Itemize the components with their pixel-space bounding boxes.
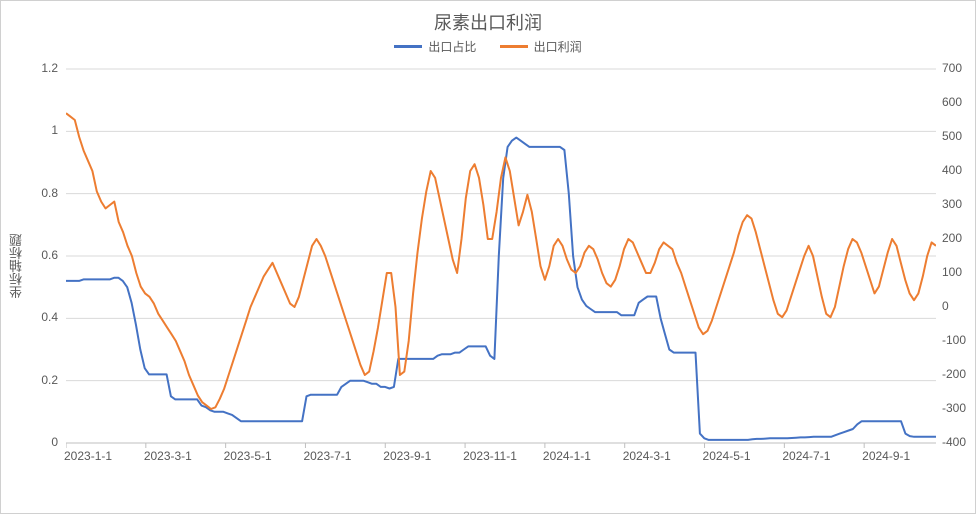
y-right-tick: -400 (942, 435, 966, 449)
legend-item-2: 出口利润 (500, 38, 582, 55)
y-left-tick: 0.6 (41, 248, 58, 262)
chart-container: 尿素出口利润 出口占比 出口利润 坐标轴标题 0 0.2 0.4 0.6 0.8 1 1.2… (0, 0, 976, 514)
y-right-tick: -100 (942, 333, 966, 347)
legend-swatch-2 (500, 45, 528, 48)
legend-swatch-1 (394, 45, 422, 48)
y-left-tick: 1.2 (41, 61, 58, 75)
y-right-tick: 400 (942, 163, 962, 177)
y-right-tick: 200 (942, 231, 962, 245)
y-right-tick: 700 (942, 61, 962, 75)
y-left-tick: 0 (51, 435, 58, 449)
y-right-tick: 500 (942, 129, 962, 143)
x-tick: 2024-9-1 (862, 449, 910, 463)
y-left-tick: 0.8 (41, 186, 58, 200)
y-right-tick: 600 (942, 95, 962, 109)
legend-item-1: 出口占比 (394, 38, 476, 55)
y-left-tick: 1 (51, 123, 58, 137)
x-tick: 2024-7-1 (782, 449, 830, 463)
x-tick: 2024-1-1 (543, 449, 591, 463)
y-right-tick: -200 (942, 367, 966, 381)
x-tick: 2023-9-1 (383, 449, 431, 463)
x-tick: 2024-3-1 (623, 449, 671, 463)
series-line (66, 113, 936, 409)
x-tick: 2023-5-1 (224, 449, 272, 463)
y-right-tick: -300 (942, 401, 966, 415)
x-tick: 2023-7-1 (303, 449, 351, 463)
plot-area (66, 61, 936, 471)
x-tick: 2023-11-1 (463, 449, 517, 463)
x-tick: 2024-5-1 (703, 449, 751, 463)
y-right-tick: 300 (942, 197, 962, 211)
y-left-axis-title: 坐标轴标题 (7, 192, 26, 340)
legend-label-2: 出口利润 (534, 38, 582, 55)
x-tick: 2023-1-1 (64, 449, 112, 463)
y-right-tick: 0 (942, 299, 949, 313)
chart-title: 尿素出口利润 (1, 9, 975, 35)
y-left-tick: 0.4 (41, 310, 58, 324)
y-left-tick: 0.2 (41, 373, 58, 387)
y-right-tick: 100 (942, 265, 962, 279)
legend-label-1: 出口占比 (428, 38, 476, 55)
legend: 出口占比 出口利润 (1, 37, 975, 55)
x-tick: 2023-3-1 (144, 449, 192, 463)
